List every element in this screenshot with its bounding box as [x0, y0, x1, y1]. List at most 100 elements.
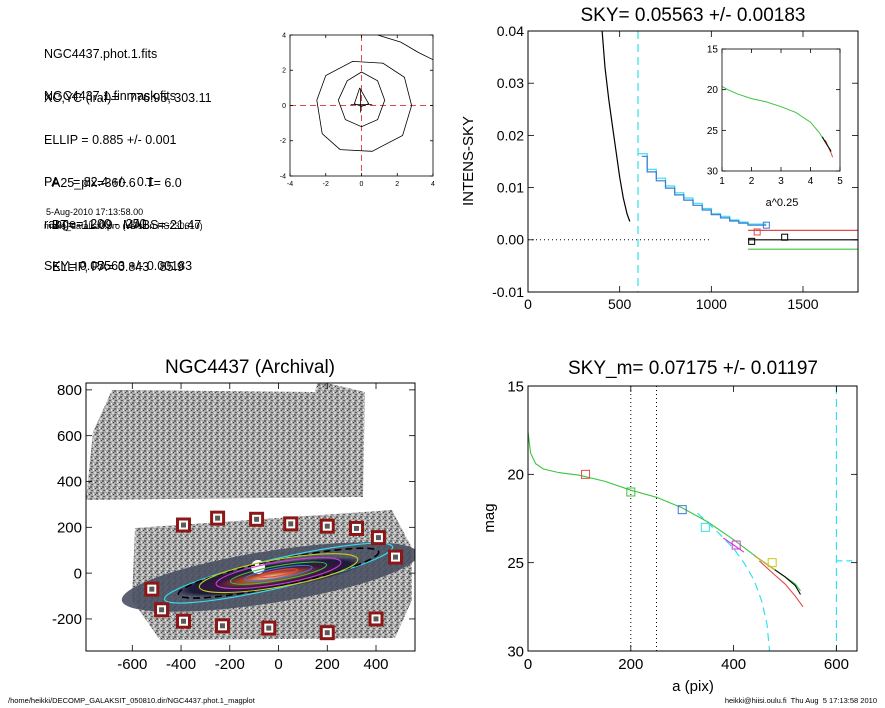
info-line: SKY= 0.05563 +/- 0.00183	[44, 259, 193, 273]
y-tick-label: 0.03	[497, 75, 524, 91]
x-tick-label: 2	[749, 176, 755, 187]
info-catalog-parameters: A25_pix=360.6 T= 6.0 BT= 11.09 MABS=-21.…	[52, 148, 201, 288]
sky-marker	[781, 233, 789, 241]
y-tick-label: 0	[282, 103, 286, 110]
sky-inset-panel: 1 2 3 4 5 15 20 25 30 a^0.25	[707, 45, 843, 210]
sky-box-center	[219, 623, 225, 629]
sky-box-center	[288, 521, 294, 527]
y-tick-label: 25	[507, 555, 524, 572]
mag-xlabel: a (pix)	[672, 678, 714, 695]
mag-series-line	[528, 431, 801, 592]
x-tick-label: 1500	[787, 296, 818, 312]
y-tick-label: 30	[507, 643, 524, 660]
x-tick-label: -2	[323, 181, 329, 188]
sky-box-center	[393, 554, 399, 560]
sky-box-center	[180, 522, 186, 528]
sky-box-center	[375, 535, 381, 541]
image-tile-upper	[86, 383, 365, 500]
y-tick-label: 0.02	[497, 127, 524, 143]
sky-marker	[748, 237, 756, 245]
sky-box-center	[254, 516, 260, 522]
sky-limit-curve	[697, 512, 771, 651]
y-tick-label: -2	[280, 138, 286, 145]
isophote-ellipse	[244, 564, 313, 582]
info-line: PA = 82.4 +/- 0.1	[44, 175, 155, 189]
sky-box-center	[180, 618, 186, 624]
y-tick-label: 200	[57, 520, 82, 537]
x-tick-label: 400	[721, 656, 746, 673]
x-tick-label: 4	[431, 181, 435, 188]
sky-chart-title: SKY= 0.05563 +/- 0.00183	[580, 5, 805, 26]
footer-user-time: heikki@hiisi.oulu.fi Thu Aug 5 17:13:58 …	[724, 696, 877, 705]
x-tick-label: 400	[363, 656, 388, 673]
sky-box-center	[354, 525, 360, 531]
mag-ylabel: mag	[481, 503, 498, 532]
info-line: ELLIP = 0.885 +/- 0.001	[44, 133, 177, 147]
contour-line	[353, 87, 370, 107]
sky-series-line	[641, 155, 767, 226]
y-tick-label: -4	[280, 173, 286, 180]
x-tick-label: 200	[315, 656, 340, 673]
isophote-ellipse	[198, 553, 359, 594]
sky-frame	[527, 30, 859, 293]
sky-box-center	[324, 523, 330, 529]
y-tick-label: -200	[52, 611, 82, 628]
image-frame	[85, 382, 416, 652]
x-tick-label: 1	[719, 176, 725, 187]
mag-marker	[626, 487, 636, 497]
sky-box-center	[215, 515, 221, 521]
sky-profile-panel: 0 500 1000 1500 -0.01 0.00 0.01 0.02 0.03 0.04 SK…	[460, 5, 859, 312]
contour-line	[316, 60, 413, 152]
isophote-ellipse	[258, 568, 299, 579]
galaxy-image-panel: -600 -400 -200 0 200 400 -200 0 200 400 600 800 NGC…	[52, 357, 416, 673]
mag-marker	[677, 505, 687, 515]
contour-line	[337, 71, 386, 128]
x-tick-label: 200	[618, 656, 643, 673]
x-tick-label: 0	[360, 181, 364, 188]
y-tick-label: 30	[707, 167, 719, 178]
inset-xlabel: a^0.25	[766, 197, 799, 209]
sky-box-center	[324, 630, 330, 636]
x-tick-label: 5	[837, 176, 843, 187]
y-tick-label: 15	[707, 45, 719, 56]
inset-series-line	[722, 85, 832, 151]
info-line: XC,YC (iraf)= 776.95, 303.11	[44, 91, 212, 105]
x-tick-label: 1000	[696, 296, 727, 312]
inset-series-line	[821, 136, 832, 152]
y-tick-label: 0.04	[497, 23, 524, 39]
mag-series-line	[753, 555, 776, 571]
y-tick-label: 600	[57, 428, 82, 445]
info-date: 5-Aug-2010 17:13:58.00	[46, 207, 144, 217]
mag-series-line	[753, 555, 801, 595]
isophote-ellipse	[163, 542, 394, 604]
isophote-ellipse	[229, 561, 328, 585]
mag-marker	[581, 469, 591, 479]
y-tick-label: 0	[74, 565, 82, 582]
sky-series-line	[638, 153, 767, 225]
x-tick-label: 0	[524, 296, 532, 312]
mag-marker	[767, 558, 777, 568]
y-tick-label: 4	[282, 32, 286, 39]
mag-frame	[527, 385, 858, 652]
galaxy-image	[86, 383, 415, 641]
y-tick-label: -0.01	[492, 284, 524, 300]
sky-box-center	[149, 586, 155, 592]
x-tick-label: -600	[117, 656, 147, 673]
sky-box-center	[373, 616, 379, 622]
x-tick-label: -4	[287, 181, 293, 188]
footer-path: /home/heikki/DECOMP_GALAKSIT_050810.dir/…	[8, 696, 255, 705]
info-line: range= 200.- 250.	[44, 217, 150, 231]
y-tick-label: 0.01	[497, 180, 524, 196]
info-line: A25_pix=360.6 T= 6.0	[52, 176, 182, 190]
mag-series-line	[758, 560, 804, 608]
x-tick-label: -200	[215, 656, 245, 673]
y-tick-label: 0.00	[497, 232, 524, 248]
sky-box-center	[266, 625, 272, 631]
x-tick-label: -400	[166, 656, 196, 673]
mag-series-line	[722, 537, 745, 553]
info-line: ELLIP, PA= 0.843 85.9	[52, 260, 184, 274]
mag-marker	[700, 522, 710, 532]
info-line: NGC4437.1.finmask.fits	[44, 89, 176, 103]
sky-marker	[753, 228, 761, 236]
